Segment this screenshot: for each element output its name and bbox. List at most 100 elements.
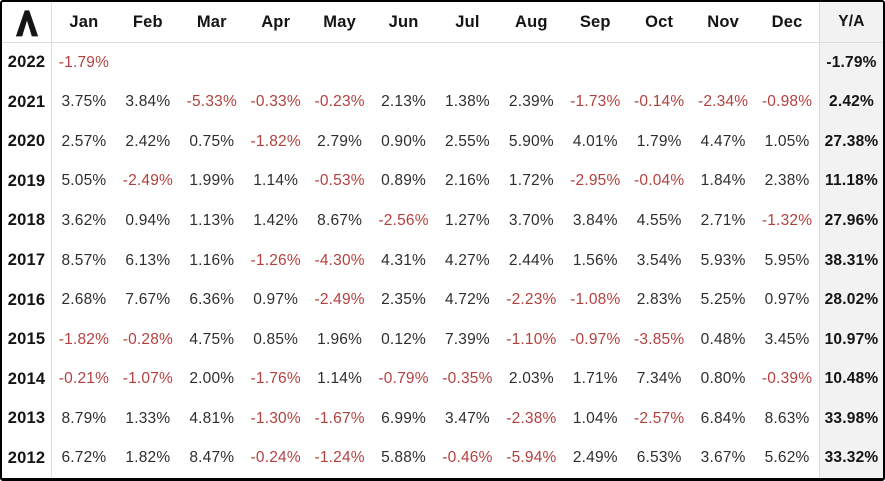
month-column-header: May	[323, 12, 356, 31]
return-cell: 2.83%	[636, 291, 682, 309]
return-cell: 1.33%	[125, 409, 171, 427]
return-cell: -1.08%	[570, 291, 621, 309]
year-label: 2013	[2, 398, 52, 439]
return-cell: 8.57%	[61, 251, 107, 269]
return-cell: -1.82%	[58, 330, 110, 348]
return-cell: 2.35%	[381, 291, 427, 309]
return-cell: 4.55%	[636, 211, 682, 229]
ya-return-cell: 33.32%	[819, 438, 883, 478]
return-cell: 1.13%	[189, 211, 235, 229]
return-cell	[308, 43, 372, 83]
return-cell: 2.44%	[508, 251, 554, 269]
return-cell: -5.94%	[506, 449, 557, 467]
year-label: 2018	[2, 201, 52, 241]
return-cell	[499, 43, 563, 83]
return-cell: 2.03%	[508, 370, 554, 388]
return-cell: 1.05%	[764, 132, 810, 150]
return-cell: -1.24%	[314, 449, 365, 467]
return-cell: -0.23%	[314, 93, 365, 111]
table-row: 2017 8.57% 6.13% 1.16% -1.26% -4.30% 4.31% 4.27…	[2, 240, 883, 281]
return-cell: -1.32%	[761, 211, 813, 229]
return-cell: 5.88%	[381, 449, 427, 467]
month-column-header: Apr	[261, 12, 291, 31]
return-cell: 2.71%	[700, 211, 746, 229]
return-cell: 1.99%	[189, 172, 235, 190]
return-cell: -1.79%	[58, 53, 110, 71]
ya-return-cell: 11.18%	[819, 161, 883, 202]
return-cell: 1.27%	[444, 211, 490, 229]
ya-return-cell: 27.96%	[819, 201, 883, 241]
return-cell: -1.07%	[122, 370, 174, 388]
return-cell: -1.73%	[570, 93, 621, 111]
table-row: 2022 -1.79% -1.79%	[2, 43, 883, 83]
return-cell	[372, 43, 436, 83]
return-cell: 1.38%	[444, 93, 490, 111]
return-cell: 2.39%	[508, 93, 554, 111]
return-cell: -0.39%	[761, 370, 813, 388]
return-cell: 1.14%	[253, 172, 299, 190]
return-cell: -0.79%	[378, 370, 429, 388]
return-cell: -0.33%	[250, 93, 301, 111]
return-cell: 4.75%	[189, 330, 235, 348]
return-cell: 1.79%	[636, 132, 682, 150]
return-cell: 0.80%	[700, 370, 746, 388]
table-row: 2014 -0.21% -1.07% 2.00% -1.76% 1.14% -0.79% -0…	[2, 359, 883, 399]
return-cell: -2.49%	[314, 291, 365, 309]
return-cell: 6.99%	[381, 409, 427, 427]
return-cell: 4.31%	[381, 251, 427, 269]
table-row: 2015 -1.82% -0.28% 4.75% 0.85% 1.96% 0.12% 7.39…	[2, 319, 883, 360]
return-cell: 0.89%	[381, 172, 427, 190]
year-label: 2015	[2, 319, 52, 360]
table-row: 2021 3.75% 3.84% -5.33% -0.33% -0.23% 2.13% 1.3…	[2, 82, 883, 123]
return-cell: 5.93%	[700, 251, 746, 269]
month-column-header: Dec	[771, 12, 803, 31]
return-cell: 3.75%	[61, 93, 107, 111]
return-cell: -1.67%	[314, 409, 365, 427]
return-cell: 5.25%	[700, 291, 746, 309]
return-cell: 1.04%	[572, 409, 618, 427]
return-cell: 6.36%	[189, 291, 235, 309]
return-cell	[755, 43, 819, 83]
return-cell: 0.97%	[764, 291, 810, 309]
table-row: 2018 3.62% 0.94% 1.13% 1.42% 8.67% -2.56% 1.27%…	[2, 201, 883, 241]
month-column-header: Oct	[645, 12, 674, 31]
header-row: Jan Feb Mar Apr May Jun Jul Aug Sep Oct Nov Dec Y/A	[2, 2, 883, 43]
month-column-header: Jan	[69, 12, 99, 31]
caret-logo-icon	[14, 8, 40, 37]
return-cell: 2.38%	[764, 172, 810, 190]
return-cell: -1.76%	[250, 370, 301, 388]
logo-cell	[2, 2, 52, 42]
return-cell: 6.84%	[700, 409, 746, 427]
return-cell: 3.84%	[125, 93, 171, 111]
month-column-header: Nov	[707, 12, 739, 31]
ya-return-cell: 28.02%	[819, 280, 883, 320]
return-cell: 1.56%	[572, 251, 618, 269]
return-cell: 2.55%	[444, 132, 490, 150]
return-cell: 2.79%	[317, 132, 363, 150]
return-cell: -3.85%	[634, 330, 685, 348]
return-cell: -5.33%	[186, 93, 237, 111]
return-cell	[244, 43, 308, 83]
month-column-header: Aug	[515, 12, 548, 31]
return-cell: -0.28%	[122, 330, 174, 348]
return-cell: -0.35%	[442, 370, 493, 388]
return-cell: 0.97%	[253, 291, 299, 309]
return-cell: 4.27%	[444, 251, 490, 269]
return-cell: 2.13%	[381, 93, 427, 111]
return-cell: -0.53%	[314, 172, 365, 190]
return-cell: -1.30%	[250, 409, 301, 427]
year-label: 2022	[2, 43, 52, 83]
table-row: 2020 2.57% 2.42% 0.75% -1.82% 2.79% 0.90% 2.55%…	[2, 122, 883, 162]
return-cell: 3.84%	[572, 211, 618, 229]
table-row: 2016 2.68% 7.67% 6.36% 0.97% -2.49% 2.35% 4.72%…	[2, 280, 883, 320]
return-cell: 8.63%	[764, 409, 810, 427]
ya-column-header: Y/A	[819, 2, 883, 42]
return-cell: -2.23%	[506, 291, 557, 309]
return-cell: 2.16%	[444, 172, 490, 190]
ya-return-cell: -1.79%	[819, 43, 883, 83]
return-cell: 6.13%	[125, 251, 171, 269]
return-cell: 4.47%	[700, 132, 746, 150]
return-cell: 5.62%	[764, 449, 810, 467]
return-cell: 8.67%	[317, 211, 363, 229]
month-column-header: Mar	[196, 12, 227, 31]
